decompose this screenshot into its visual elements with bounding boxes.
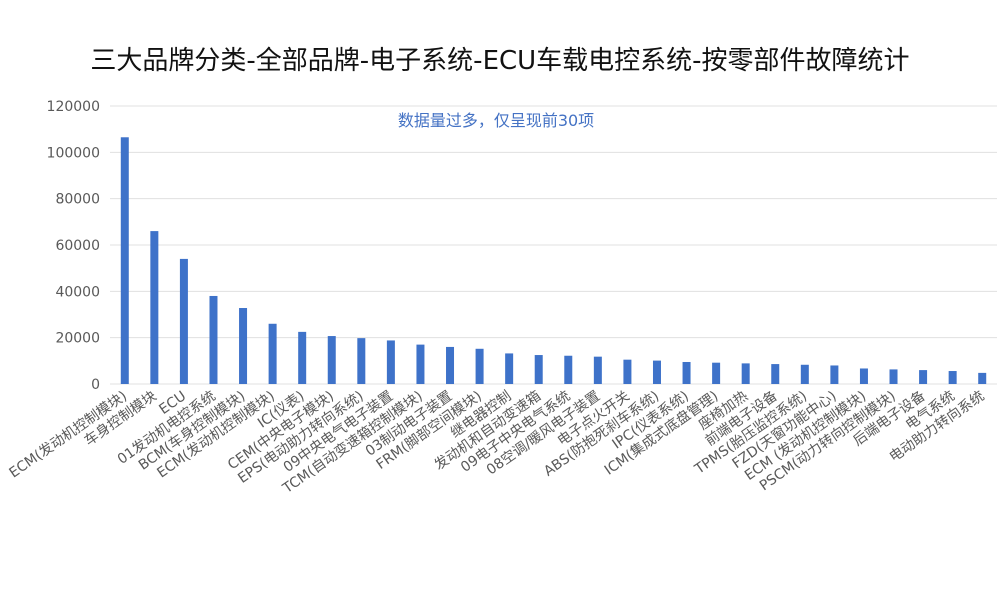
bar [889,369,898,384]
bar [446,346,455,384]
bar [800,364,809,384]
bar [652,360,661,384]
bar [298,331,307,384]
bar [534,355,543,384]
bar [268,323,277,384]
bar [120,137,129,384]
grid-lines [110,105,997,385]
bar [771,364,780,384]
bar [386,340,395,384]
bar [593,356,602,384]
bar [919,370,928,384]
bar [830,365,839,384]
y-axis-tick-labels: 0 20000 40000 60000 80000 100000 120000 [47,99,100,393]
x-axis-tick-labels: ECM(发动机控制模块)车身控制模块ECU01发动机电控系统BCM(车身控制模块… [7,387,988,497]
bar [623,359,632,384]
bar [948,371,957,384]
bars [120,137,987,384]
bar [416,344,425,384]
bar [327,336,336,384]
chart-note: 数据量过多，仅呈现前30项 [397,111,595,130]
bar [150,231,159,384]
bar [682,361,691,384]
bar [239,308,248,384]
y-tick-label: 0 [91,377,100,393]
bar [505,353,514,384]
chart-title: 三大品牌分类-全部品牌-电子系统-ECU车载电控系统-按零部件故障统计 [90,46,910,76]
bar [712,362,721,384]
y-tick-label: 100000 [47,145,100,161]
bar [978,372,987,384]
bar [859,368,868,384]
bar [475,348,484,384]
bar [741,363,750,384]
y-tick-label: 20000 [55,331,100,347]
bar [564,355,573,384]
bar [357,338,366,384]
bar [209,295,218,384]
y-tick-label: 80000 [55,192,100,208]
y-tick-label: 60000 [55,238,100,254]
y-tick-label: 120000 [47,99,100,115]
bar [179,258,188,384]
y-tick-label: 40000 [55,284,100,300]
